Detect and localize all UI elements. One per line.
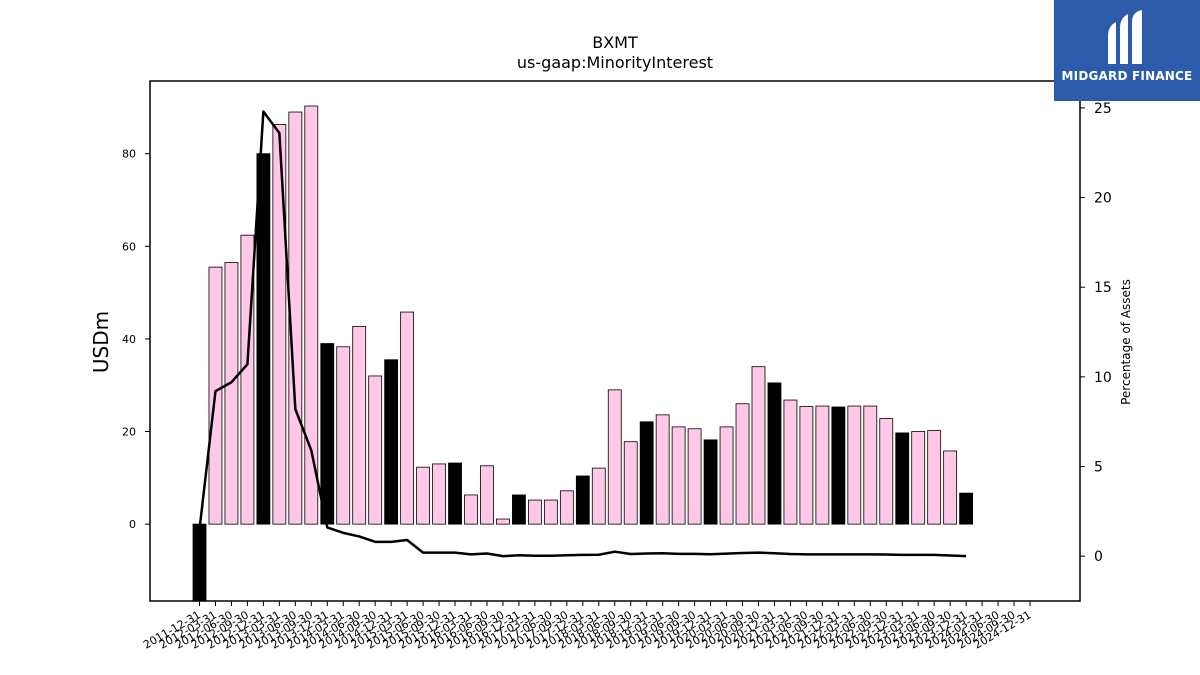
bar-2015-12-31 [448, 462, 462, 525]
line-layer [198, 110, 967, 558]
y-tick-label: 0 [129, 518, 136, 531]
midgard-logo-icon [1108, 10, 1142, 64]
y-tick-label: 60 [122, 240, 136, 253]
y-tick-label: 20 [122, 426, 136, 439]
bar-2013-09-30 [304, 105, 319, 525]
y2-tick-label: 5 [1094, 460, 1103, 476]
bar-2018-06-30 [607, 389, 622, 525]
bar-2023-06-30 [927, 430, 942, 525]
bar-2022-06-30 [863, 405, 878, 525]
bar-2019-03-31 [655, 414, 670, 525]
bar-2016-09-30 [496, 518, 510, 525]
bar-2018-03-31 [591, 467, 606, 525]
bar-2021-09-30 [815, 405, 830, 525]
bar-2022-03-31 [847, 405, 862, 525]
bar-2014-06-30 [352, 326, 367, 525]
bar-2019-09-30 [687, 428, 702, 525]
y2-tick-label: 15 [1094, 280, 1112, 296]
chart-title: BXMT [592, 33, 638, 52]
bar-2017-12-31 [575, 475, 590, 525]
chart-subtitle: us-gaap:MinorityInterest [516, 53, 714, 72]
bar-2013-03-31 [272, 124, 287, 525]
y-axis-right: 0 5 10 15 20 25 [1080, 101, 1112, 565]
bar-2017-09-30 [559, 490, 574, 525]
bar-2016-03-31 [464, 494, 478, 525]
bar-2016-06-30 [480, 465, 494, 525]
bar-2016-12-31 [512, 494, 526, 525]
bar-2014-03-31 [336, 346, 351, 525]
percentage-line [198, 110, 967, 558]
bar-2020-12-31 [767, 382, 782, 525]
bar-2015-06-30 [416, 466, 431, 525]
bar-2023-03-31 [911, 431, 926, 525]
bar-2020-09-30 [751, 366, 766, 525]
bar-2018-09-30 [623, 441, 638, 525]
bar-2011-12-31 [192, 523, 207, 602]
bars-layer [192, 105, 974, 602]
y-tick-label: 40 [122, 333, 136, 346]
y2-tick-label: 25 [1094, 101, 1112, 117]
bar-2017-06-30 [543, 499, 558, 525]
bar-2023-09-30 [943, 450, 958, 525]
bar-2012-12-31 [256, 153, 271, 525]
bar-2014-12-31 [384, 359, 399, 525]
y2-axis-label: Percentage of Assets [1119, 279, 1133, 405]
bar-2013-12-31 [320, 343, 335, 525]
bar-2023-12-31 [959, 492, 974, 525]
bar-2012-06-30 [224, 262, 239, 525]
bar-2015-03-31 [400, 311, 415, 525]
y-axis-left: 0 20 40 60 80 [122, 148, 150, 531]
logo-text: MIDGARD FINANCE [1061, 69, 1193, 83]
bar-2014-09-30 [368, 375, 383, 525]
y2-tick-label: 20 [1094, 191, 1112, 207]
bar-2019-12-31 [703, 439, 718, 525]
bar-2021-06-30 [799, 406, 814, 525]
bar-2022-09-30 [879, 418, 894, 525]
bar-2021-12-31 [831, 406, 846, 525]
bar-2015-09-30 [432, 463, 446, 525]
bar-2022-12-31 [895, 432, 910, 525]
bar-2019-06-30 [671, 426, 686, 525]
midgard-finance-logo: MIDGARD FINANCE [1054, 0, 1200, 101]
y-tick-label: 80 [122, 148, 136, 161]
y2-tick-label: 10 [1094, 370, 1112, 386]
bar-2017-03-31 [527, 499, 542, 525]
bar-2020-03-31 [719, 426, 734, 525]
bar-2021-03-31 [783, 399, 798, 525]
bar-2020-06-30 [735, 403, 750, 525]
bar-2018-12-31 [639, 421, 654, 525]
y2-tick-label: 0 [1094, 549, 1103, 565]
y-axis-label: USDm [89, 311, 113, 373]
x-axis: 2011-12-312012-03-312012-06-302012-09-30… [141, 601, 1034, 652]
